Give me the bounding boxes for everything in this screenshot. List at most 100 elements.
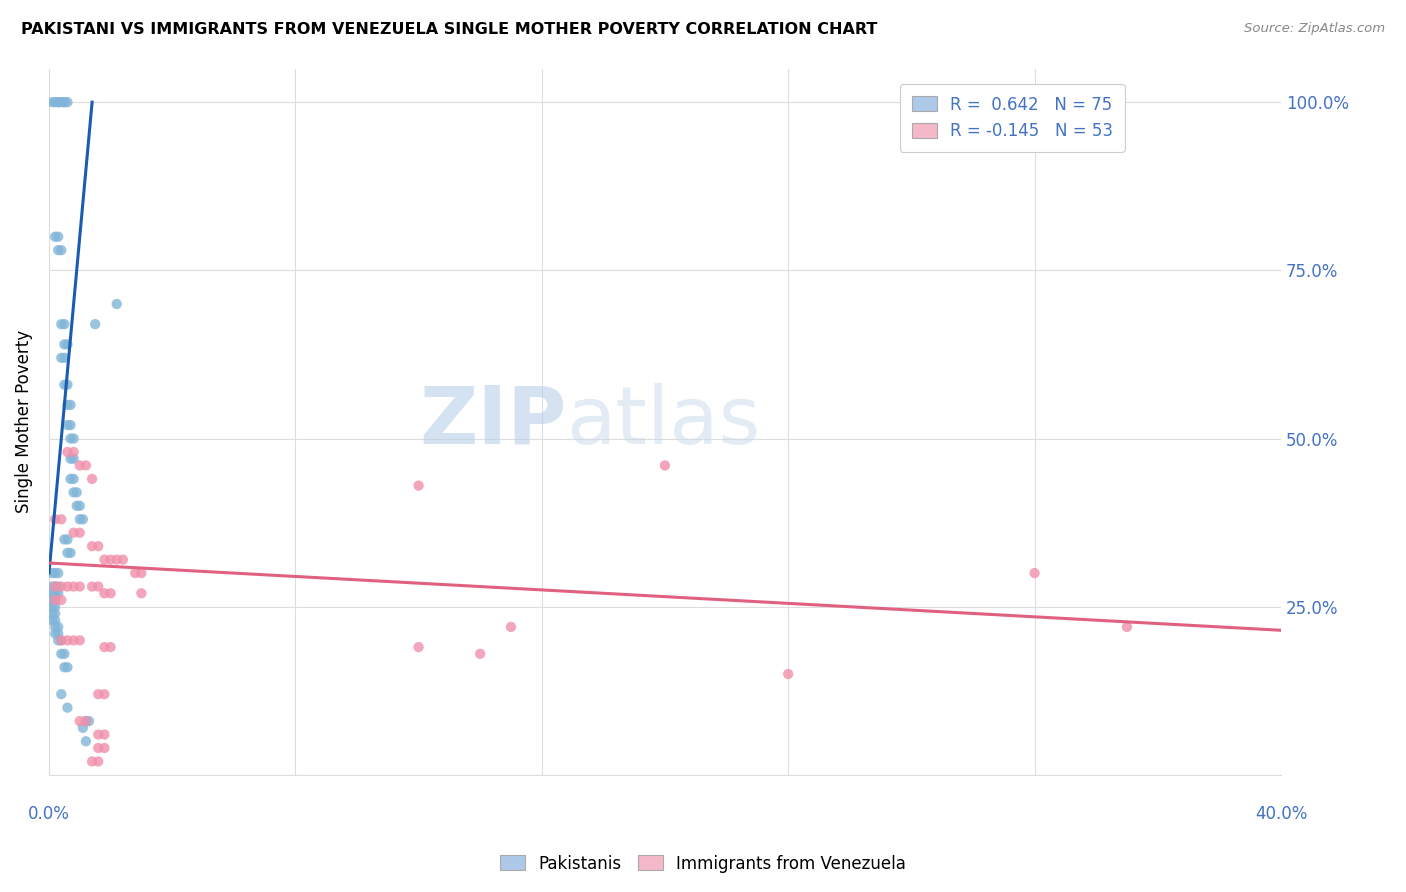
Point — [105, 552, 128, 566]
Point — [80, 539, 103, 553]
Point — [51, 243, 73, 257]
Point — [69, 512, 91, 526]
Point — [41, 607, 63, 621]
Point — [44, 626, 66, 640]
Point — [53, 95, 76, 110]
Point — [51, 512, 73, 526]
Point — [87, 741, 110, 756]
Point — [1024, 566, 1046, 580]
Point — [51, 687, 73, 701]
Point — [84, 317, 107, 331]
Point — [44, 593, 66, 607]
Point — [124, 566, 146, 580]
Point — [499, 620, 522, 634]
Point — [51, 633, 73, 648]
Point — [59, 432, 82, 446]
Point — [53, 647, 76, 661]
Point — [46, 566, 69, 580]
Point — [46, 580, 69, 594]
Point — [46, 95, 69, 110]
Point — [80, 472, 103, 486]
Point — [75, 458, 97, 473]
Text: ZIP: ZIP — [419, 383, 567, 461]
Point — [100, 586, 122, 600]
Text: PAKISTANI VS IMMIGRANTS FROM VENEZUELA SINGLE MOTHER POVERTY CORRELATION CHART: PAKISTANI VS IMMIGRANTS FROM VENEZUELA S… — [21, 22, 877, 37]
Point — [51, 647, 73, 661]
Point — [51, 95, 73, 110]
Point — [46, 243, 69, 257]
Point — [56, 377, 79, 392]
Point — [51, 351, 73, 365]
Point — [53, 95, 76, 110]
Point — [105, 297, 128, 311]
Point — [41, 593, 63, 607]
Point — [44, 512, 66, 526]
Point — [44, 566, 66, 580]
Point — [69, 714, 91, 728]
Point — [51, 633, 73, 648]
Point — [46, 95, 69, 110]
Point — [44, 95, 66, 110]
Point — [56, 700, 79, 714]
Point — [75, 734, 97, 748]
Point — [80, 755, 103, 769]
Point — [66, 499, 89, 513]
Point — [53, 533, 76, 547]
Point — [75, 714, 97, 728]
Point — [46, 229, 69, 244]
Point — [93, 687, 115, 701]
Point — [59, 398, 82, 412]
Point — [41, 599, 63, 614]
Point — [44, 229, 66, 244]
Point — [56, 95, 79, 110]
Point — [59, 546, 82, 560]
Point — [72, 721, 94, 735]
Legend: Pakistanis, Immigrants from Venezuela: Pakistanis, Immigrants from Venezuela — [494, 848, 912, 880]
Point — [87, 687, 110, 701]
Text: atlas: atlas — [567, 383, 761, 461]
Point — [53, 317, 76, 331]
Point — [44, 599, 66, 614]
Point — [75, 714, 97, 728]
Point — [44, 580, 66, 594]
Point — [62, 451, 84, 466]
Point — [44, 613, 66, 627]
Point — [62, 472, 84, 486]
Point — [44, 620, 66, 634]
Point — [100, 552, 122, 566]
Point — [69, 633, 91, 648]
Point — [41, 580, 63, 594]
Point — [62, 485, 84, 500]
Text: 0.0%: 0.0% — [28, 805, 70, 823]
Point — [87, 580, 110, 594]
Point — [56, 418, 79, 433]
Point — [53, 660, 76, 674]
Point — [41, 613, 63, 627]
Point — [87, 755, 110, 769]
Text: 40.0%: 40.0% — [1254, 805, 1308, 823]
Point — [778, 667, 800, 681]
Point — [46, 633, 69, 648]
Point — [62, 432, 84, 446]
Point — [41, 566, 63, 580]
Point — [93, 741, 115, 756]
Point — [56, 398, 79, 412]
Point — [51, 593, 73, 607]
Point — [69, 458, 91, 473]
Point — [62, 445, 84, 459]
Point — [51, 317, 73, 331]
Point — [56, 337, 79, 351]
Point — [59, 418, 82, 433]
Point — [93, 640, 115, 654]
Text: Source: ZipAtlas.com: Source: ZipAtlas.com — [1244, 22, 1385, 36]
Point — [56, 660, 79, 674]
Point — [46, 620, 69, 634]
Point — [51, 580, 73, 594]
Point — [62, 580, 84, 594]
Point — [46, 626, 69, 640]
Point — [69, 580, 91, 594]
Point — [41, 586, 63, 600]
Point — [408, 478, 430, 492]
Point — [53, 337, 76, 351]
Point — [131, 566, 153, 580]
